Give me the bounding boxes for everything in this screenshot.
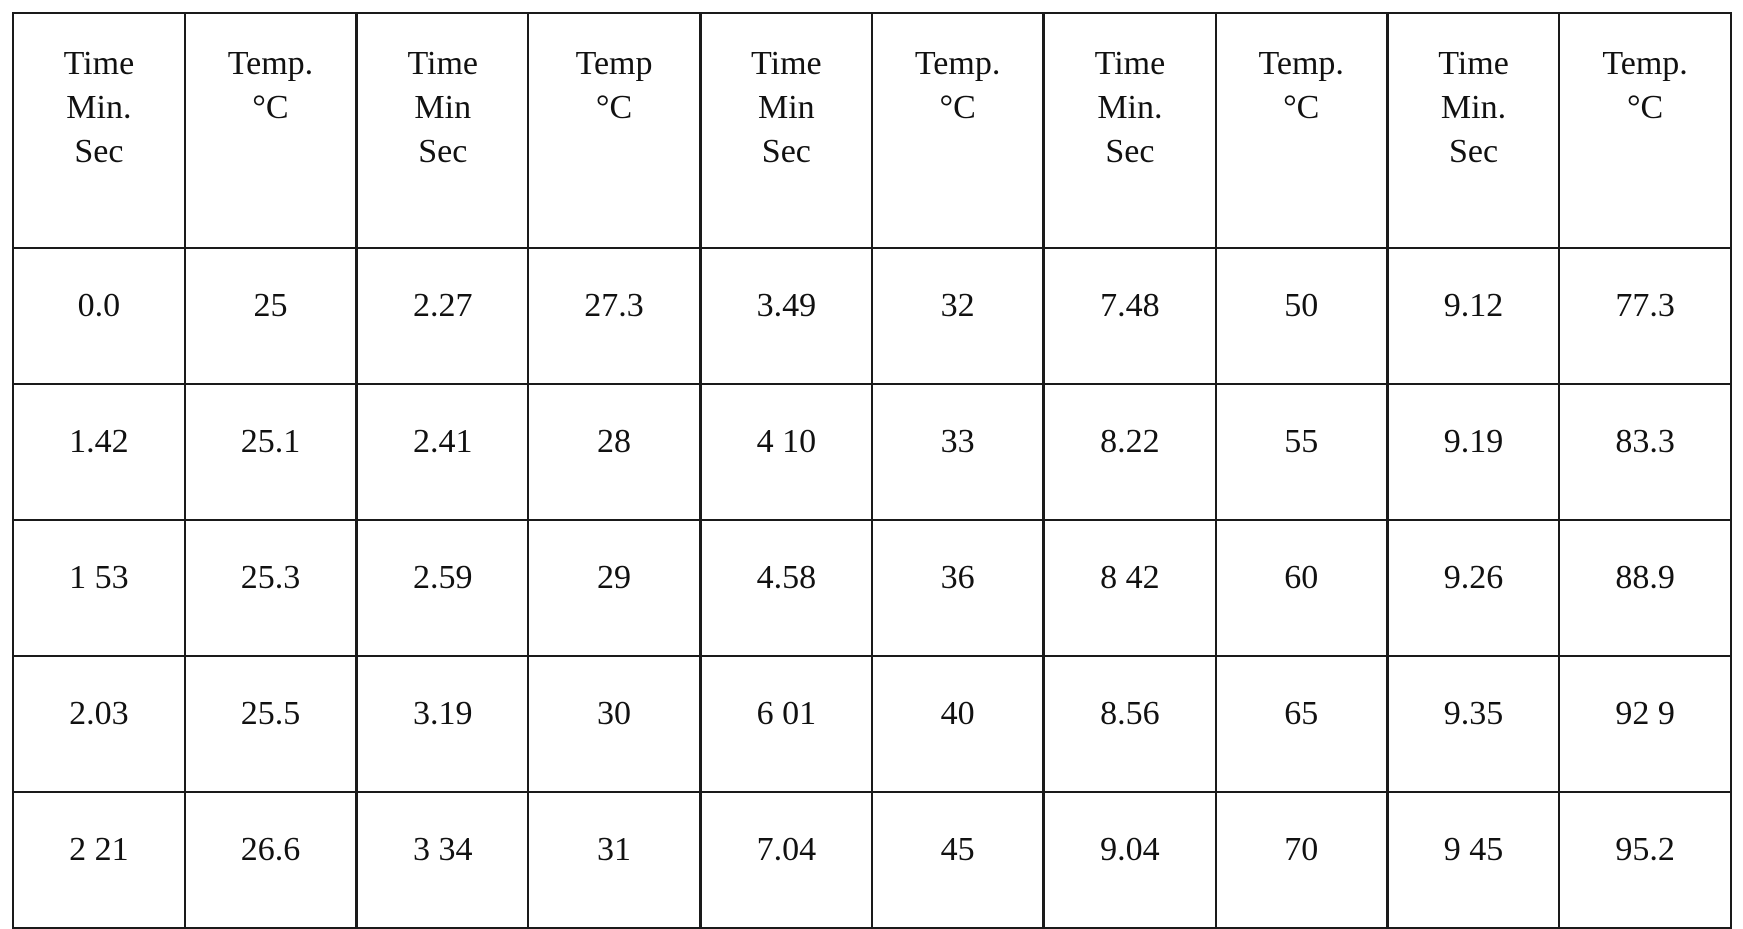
time-temperature-table: Time Min. Sec Temp. °C Time Min Sec Temp… [12, 12, 1732, 929]
temp-cell: 31 [527, 791, 702, 929]
header-line: Temp [575, 45, 653, 82]
time-cell: 2.59 [355, 519, 530, 657]
header-line: Sec [1105, 133, 1155, 170]
header-temp-3: Temp. °C [870, 12, 1045, 249]
temp-cell: 27.3 [527, 247, 702, 385]
temp-cell: 88.9 [1558, 519, 1732, 657]
temp-cell: 92 9 [1558, 655, 1732, 793]
temp-cell: 29 [527, 519, 702, 657]
temp-cell: 25.1 [183, 383, 358, 521]
header-line: Time [1438, 45, 1509, 82]
time-cell: 3.49 [698, 247, 873, 385]
temp-cell: 70 [1214, 791, 1389, 929]
header-line: °C [1283, 89, 1320, 126]
temp-cell: 77.3 [1558, 247, 1732, 385]
table-row: 1.42 25.1 2.41 28 4 10 33 8.22 55 9.19 8… [12, 383, 1732, 521]
header-line: Time [63, 45, 135, 82]
time-cell: 8.22 [1042, 383, 1217, 521]
header-line: Time [1094, 45, 1166, 82]
header-time-2: Time Min Sec [355, 12, 530, 249]
time-cell: 1 53 [12, 519, 186, 657]
temp-cell: 32 [870, 247, 1045, 385]
table-row: 2 21 26.6 3 34 31 7.04 45 9.04 70 9 45 9… [12, 791, 1732, 929]
table-body: Time Min. Sec Temp. °C Time Min Sec Temp… [12, 12, 1732, 929]
time-cell: 8.56 [1042, 655, 1217, 793]
time-cell: 4.58 [698, 519, 873, 657]
time-cell: 9.04 [1042, 791, 1217, 929]
temp-cell: 25.5 [183, 655, 358, 793]
header-line: Temp. [914, 45, 1001, 82]
temp-cell: 25.3 [183, 519, 358, 657]
header-line: Temp. [1258, 45, 1344, 82]
time-cell: 6 01 [698, 655, 873, 793]
time-cell: 9.26 [1385, 519, 1561, 657]
time-cell: 9.19 [1385, 383, 1561, 521]
header-line: °C [939, 89, 976, 126]
temp-cell: 65 [1214, 655, 1389, 793]
header-line: Min. [1440, 89, 1507, 126]
temp-cell: 50 [1214, 247, 1389, 385]
header-temp-4: Temp. °C [1214, 12, 1389, 249]
time-cell: 2.41 [355, 383, 530, 521]
time-cell: 2 21 [12, 791, 186, 929]
time-cell: 3.19 [355, 655, 530, 793]
header-temp-5: Temp. °C [1558, 12, 1732, 249]
temp-cell: 60 [1214, 519, 1389, 657]
time-cell: 3 34 [355, 791, 530, 929]
header-line: °C [595, 89, 633, 126]
header-time-5: Time Min. Sec [1385, 12, 1561, 249]
temp-cell: 40 [870, 655, 1045, 793]
header-line: Sec [761, 133, 811, 170]
header-time-1: Time Min. Sec [12, 12, 186, 249]
header-line: Time [407, 45, 479, 82]
time-cell: 9 45 [1385, 791, 1561, 929]
temp-cell: 25 [183, 247, 358, 385]
header-time-3: Time Min Sec [698, 12, 873, 249]
table-row: 0.0 25 2.27 27.3 3.49 32 7.48 50 9.12 77… [12, 247, 1732, 385]
header-line: Min [414, 89, 472, 126]
temp-cell: 95.2 [1558, 791, 1732, 929]
header-line: Min. [1097, 89, 1163, 126]
temp-cell: 28 [527, 383, 702, 521]
header-temp-1: Temp. °C [183, 12, 358, 249]
temp-cell: 83.3 [1558, 383, 1732, 521]
time-cell: 2.03 [12, 655, 186, 793]
temp-cell: 55 [1214, 383, 1389, 521]
time-cell: 0.0 [12, 247, 186, 385]
header-temp-2: Temp °C [527, 12, 702, 249]
time-cell: 2.27 [355, 247, 530, 385]
time-cell: 7.48 [1042, 247, 1217, 385]
header-line: Temp. [227, 45, 314, 82]
temp-cell: 45 [870, 791, 1045, 929]
header-line: °C [252, 89, 289, 126]
header-time-4: Time Min. Sec [1042, 12, 1217, 249]
header-line: Sec [418, 133, 468, 170]
header-line: Temp. [1602, 45, 1688, 82]
temp-cell: 36 [870, 519, 1045, 657]
time-cell: 8 42 [1042, 519, 1217, 657]
table-row: 1 53 25.3 2.59 29 4.58 36 8 42 60 9.26 8… [12, 519, 1732, 657]
header-line: Sec [74, 133, 124, 170]
header-line: Min. [66, 89, 132, 126]
header-line: Sec [1448, 133, 1499, 170]
temp-cell: 33 [870, 383, 1045, 521]
time-cell: 9.35 [1385, 655, 1561, 793]
header-line: Min [757, 89, 815, 126]
table-row: 2.03 25.5 3.19 30 6 01 40 8.56 65 9.35 9… [12, 655, 1732, 793]
time-cell: 4 10 [698, 383, 873, 521]
temp-cell: 26.6 [183, 791, 358, 929]
time-cell: 1.42 [12, 383, 186, 521]
temp-cell: 30 [527, 655, 702, 793]
time-cell: 9.12 [1385, 247, 1561, 385]
time-cell: 7.04 [698, 791, 873, 929]
header-line: Time [751, 45, 822, 82]
header-line: °C [1626, 89, 1664, 126]
header-row: Time Min. Sec Temp. °C Time Min Sec Temp… [12, 12, 1732, 249]
